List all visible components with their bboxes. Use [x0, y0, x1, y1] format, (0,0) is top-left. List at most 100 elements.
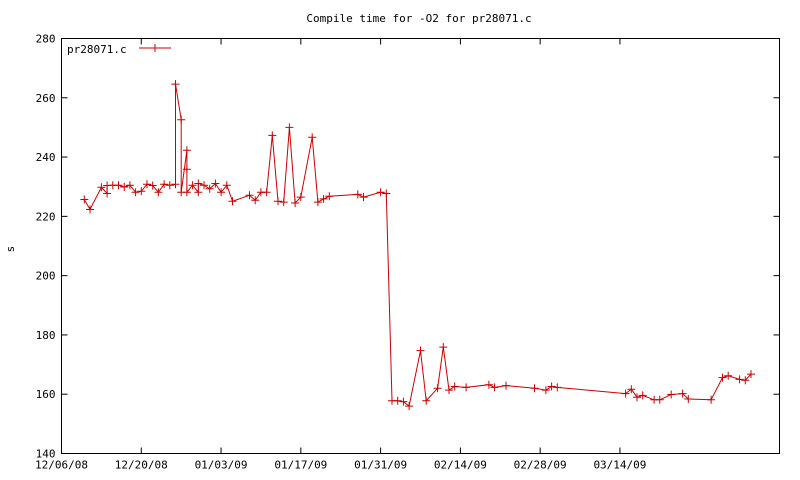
y-tick-label: 260 [36, 92, 56, 105]
data-point [131, 188, 140, 197]
data-point [313, 198, 322, 207]
data-point [450, 382, 459, 391]
x-tick-label: 01/17/09 [274, 459, 327, 472]
y-tick-label: 140 [36, 448, 56, 461]
data-point [718, 373, 727, 382]
data-point [200, 181, 208, 190]
plot-frame [61, 38, 780, 454]
data-point [97, 183, 106, 192]
data-point [547, 382, 556, 391]
data-point [462, 383, 471, 392]
data-point [553, 383, 562, 392]
data-point [325, 192, 334, 201]
data-point [416, 346, 425, 355]
data-point [211, 179, 220, 188]
data-point [228, 197, 237, 206]
data-point [439, 343, 448, 352]
x-tick-label: 02/14/09 [434, 459, 487, 472]
data-point [399, 397, 408, 406]
data-point [433, 384, 442, 393]
y-tick-label: 200 [36, 270, 56, 283]
y-axis: 140 160 180 200 220 240 260 280 [36, 33, 780, 461]
y-tick-label: 240 [36, 151, 56, 164]
data-point [741, 376, 750, 385]
data-point [165, 181, 174, 190]
data-point [319, 194, 328, 203]
data-point [627, 385, 636, 394]
data-point [188, 181, 197, 190]
data-point [148, 181, 157, 190]
data-point [530, 384, 539, 393]
data-point [274, 197, 282, 206]
series-line [83, 84, 752, 407]
x-tick-label: 12/20/08 [115, 459, 168, 472]
data-point [285, 123, 294, 132]
x-tick-label: 03/14/09 [593, 459, 646, 472]
data-point [143, 180, 151, 189]
series-group [80, 80, 755, 411]
data-point [80, 195, 89, 204]
data-point [541, 386, 550, 395]
data-point [262, 188, 271, 197]
data-point [484, 380, 493, 389]
data-point [621, 389, 630, 398]
data-point [655, 395, 664, 404]
y-tick-label: 160 [36, 388, 56, 401]
data-point [182, 188, 191, 197]
chart-title: Compile time for -O2 for pr28071.c [306, 12, 531, 25]
data-point [502, 381, 510, 390]
legend: pr28071.c [67, 43, 171, 56]
x-axis: 12/06/08 12/20/08 01/03/09 01/17/09 01/31/09… [35, 38, 646, 472]
data-point [171, 80, 180, 89]
data-point [359, 193, 368, 202]
data-point [125, 181, 134, 190]
data-point [735, 375, 744, 384]
x-tick-label: 01/31/09 [354, 459, 407, 472]
y-tick-label: 220 [36, 210, 56, 223]
data-point [137, 187, 146, 196]
data-point [222, 181, 231, 190]
data-point [182, 146, 191, 155]
data-point [667, 390, 676, 399]
data-point [245, 191, 254, 200]
data-point [268, 131, 277, 140]
data-point [279, 198, 288, 207]
data-point [182, 165, 191, 174]
data-point [103, 189, 112, 198]
y-tick-label: 180 [36, 329, 56, 342]
data-point [194, 188, 203, 197]
legend-label: pr28071.c [67, 43, 127, 56]
x-tick-label: 01/03/09 [195, 459, 248, 472]
data-point [205, 184, 214, 193]
data-point [707, 395, 716, 404]
data-point [422, 396, 431, 405]
x-tick-label: 12/06/08 [35, 459, 88, 472]
y-axis-label: s [4, 246, 17, 253]
data-point [86, 205, 94, 214]
data-point [296, 193, 305, 202]
data-point [405, 402, 414, 411]
data-point [382, 189, 391, 198]
y-tick-label: 280 [36, 33, 56, 46]
data-point [684, 395, 693, 403]
data-point [177, 115, 186, 124]
data-point [154, 188, 163, 197]
data-point [114, 181, 123, 190]
data-point [217, 188, 226, 197]
x-tick-label: 02/28/09 [514, 459, 567, 472]
data-point [291, 199, 300, 207]
data-point [678, 389, 687, 398]
data-point [160, 180, 169, 189]
data-point [393, 396, 402, 405]
data-point [638, 391, 647, 400]
data-point [308, 133, 317, 142]
data-point [445, 386, 453, 395]
data-point [633, 393, 641, 402]
data-point [120, 183, 129, 191]
data-point [724, 371, 733, 380]
data-point [251, 196, 260, 205]
data-point [171, 180, 180, 189]
data-point [194, 179, 203, 188]
data-point [353, 190, 362, 199]
